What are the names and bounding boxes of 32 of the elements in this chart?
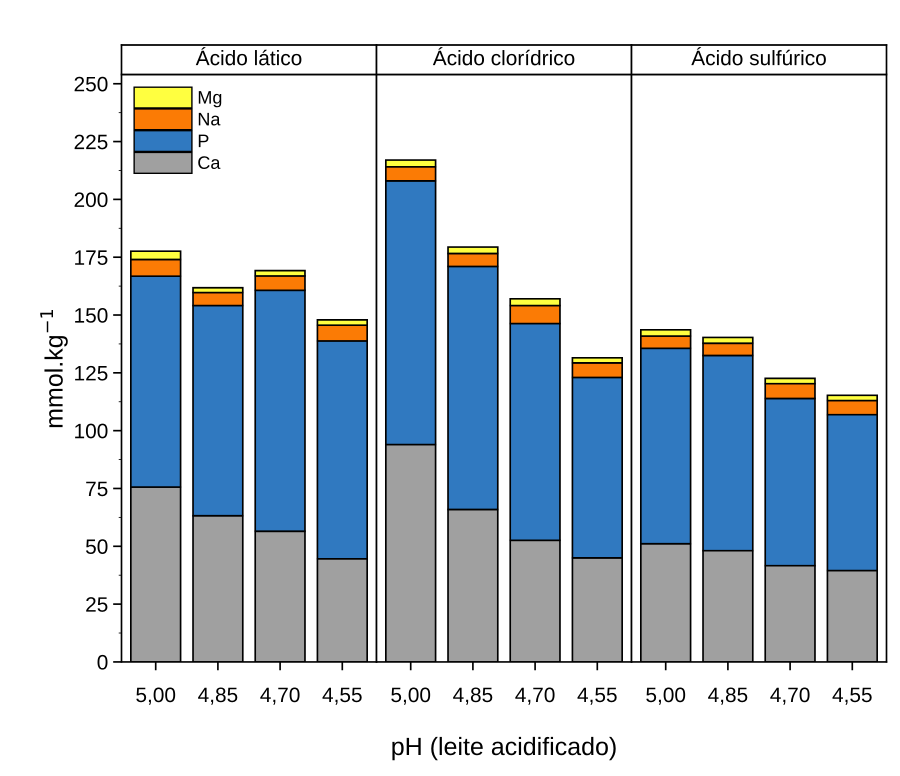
x-tick-label: 4,55 bbox=[322, 688, 362, 705]
x-tick-label: 4,85 bbox=[708, 687, 748, 705]
y-tick-label: 175 bbox=[75, 250, 108, 265]
legend-label: Na bbox=[198, 112, 220, 126]
y-tick-label: 150 bbox=[75, 308, 108, 323]
y-tick-label: 0 bbox=[98, 654, 108, 670]
chart-title: Ácido sulfúrico bbox=[691, 47, 826, 66]
chart-title: Ácido lático bbox=[196, 47, 302, 66]
x-tick-label: 4,85 bbox=[198, 687, 238, 705]
y-tick-label: 200 bbox=[74, 192, 108, 208]
y-tick-label: 50 bbox=[86, 539, 108, 554]
y-tick-label: 25 bbox=[86, 597, 108, 612]
y-tick-label: 250 bbox=[74, 76, 108, 92]
x-axis-title: pH (leite acidificado) bbox=[392, 736, 616, 760]
y-tick-label: 75 bbox=[86, 482, 108, 496]
legend-label: Mg bbox=[198, 91, 222, 108]
x-tick-label: 4,55 bbox=[832, 688, 872, 705]
y-tick-label: 100 bbox=[75, 424, 108, 438]
y-axis-title: mmol.kg$^{−1}$ bbox=[40, 310, 68, 428]
x-tick-label: 4,70 bbox=[260, 687, 300, 705]
x-tick-label: 4,85 bbox=[453, 687, 492, 705]
legend-label: P bbox=[198, 134, 208, 148]
x-tick-label: 4,70 bbox=[515, 687, 555, 705]
x-tick-label: 5,00 bbox=[136, 687, 176, 705]
y-tick-label: 225 bbox=[74, 134, 108, 150]
x-tick-label: 5,00 bbox=[646, 687, 686, 705]
x-tick-label: 4,55 bbox=[578, 688, 617, 705]
x-tick-label: 4,70 bbox=[770, 687, 810, 705]
legend-label: Ca bbox=[198, 156, 220, 170]
chart-title: Ácido clorídrico bbox=[432, 47, 574, 66]
x-tick-label: 5,00 bbox=[391, 687, 430, 705]
y-tick-label: 125 bbox=[75, 366, 108, 381]
